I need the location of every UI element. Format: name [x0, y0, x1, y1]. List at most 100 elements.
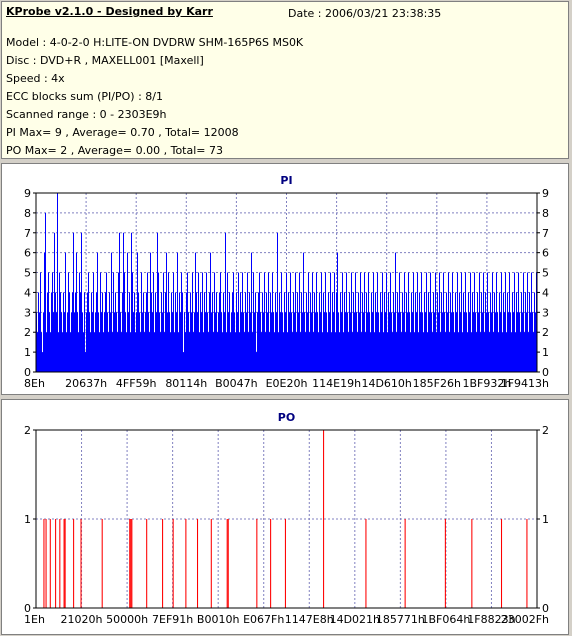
pi-bar: [234, 312, 235, 372]
pi-bar: [90, 332, 91, 372]
pi-bar: [410, 332, 411, 372]
pi-bar: [80, 292, 81, 372]
pi-bar: [364, 272, 365, 372]
pi-bar: [298, 312, 299, 372]
pi-bar: [213, 332, 214, 372]
po-bar: [210, 519, 212, 608]
pi-bar: [533, 332, 534, 372]
pi-bar: [75, 292, 76, 372]
pi-bar: [144, 332, 145, 372]
po-xtick: 1BF064h: [421, 613, 470, 626]
pi-bar: [400, 312, 401, 372]
po-ytick-left: 2: [24, 424, 31, 437]
pi-ytick-right: 5: [542, 267, 549, 280]
pi-bar: [54, 232, 55, 372]
pi-ytick-right: 4: [542, 286, 549, 299]
pi-bar: [458, 332, 459, 372]
pi-bar: [477, 292, 478, 372]
po-chart-title: PO: [278, 411, 295, 424]
pi-bar: [219, 292, 220, 372]
pi-bar: [503, 292, 504, 372]
pi-bar: [435, 272, 436, 372]
pi-bar: [295, 272, 296, 372]
pi-bar: [426, 272, 427, 372]
pi-bar: [124, 272, 125, 372]
pi-bar: [186, 292, 187, 372]
pi-bar: [280, 312, 281, 372]
pi-bar: [115, 292, 116, 372]
pi-bar: [196, 292, 197, 372]
pi-bar: [239, 332, 240, 372]
pi-bar: [316, 272, 317, 372]
range-line: Scanned range : 0 - 2303E9h: [6, 108, 167, 121]
pi-bar: [340, 292, 341, 372]
pi-bar: [232, 292, 233, 372]
pi-bar: [304, 312, 305, 372]
pi-bar: [230, 332, 231, 372]
pi-bar: [49, 312, 50, 372]
pi-bar: [495, 312, 496, 372]
pi-bar: [159, 312, 160, 372]
pi-bar: [289, 312, 290, 372]
pi-bar: [293, 292, 294, 372]
pi-bar: [71, 312, 72, 372]
pi-bar: [188, 312, 189, 372]
po-bar: [131, 519, 133, 608]
pi-bar: [490, 292, 491, 372]
po-chart-panel: PO 0 0 1 1 2 2 1Eh 21020h 50000h 7EF91h B0010h E067F…: [1, 399, 569, 635]
pi-bar: [391, 312, 392, 372]
pi-bar: [453, 312, 454, 372]
pi-bar: [433, 292, 434, 372]
pi-bar: [259, 272, 260, 372]
pi-bar: [281, 272, 282, 372]
pi-bar: [79, 272, 80, 372]
pi-bar: [344, 292, 345, 372]
po-bar: [471, 519, 473, 608]
pi-bar: [69, 292, 70, 372]
pi-bar: [249, 292, 250, 372]
pi-bar: [328, 292, 329, 372]
pi-bar: [170, 332, 171, 372]
pi-bar: [372, 312, 373, 372]
pi-bar: [265, 332, 266, 372]
pi-bar: [48, 272, 49, 372]
pi-bar: [527, 272, 528, 372]
pi-bar: [255, 292, 256, 372]
info-panel: KProbe v2.1.0 - Designed by Karr Date : …: [1, 1, 569, 159]
pi-bar: [193, 332, 194, 372]
pi-bar: [208, 332, 209, 372]
pi-bar: [395, 252, 396, 372]
pi-bar: [529, 292, 530, 372]
pi-bar: [197, 312, 198, 372]
pi-bar: [218, 312, 219, 372]
pi-bar: [261, 332, 262, 372]
pi-bar: [154, 332, 155, 372]
pi-bar: [237, 312, 238, 372]
pi-bar: [333, 312, 334, 372]
pi-bar: [61, 312, 62, 372]
pi-bar: [399, 272, 400, 372]
pi-bar: [165, 292, 166, 372]
pi-bar: [126, 332, 127, 372]
pi-bar: [505, 272, 506, 372]
pi-chart-title: PI: [280, 174, 292, 187]
pi-bar: [389, 312, 390, 372]
pi-bar: [98, 312, 99, 372]
pi-bar: [64, 312, 65, 372]
pi-ytick-right: 3: [542, 306, 549, 319]
pi-xtick: 4FF59h: [116, 377, 157, 390]
pi-bar: [243, 312, 244, 372]
pi-bar: [274, 332, 275, 372]
pi-bar: [479, 272, 480, 372]
pi-bar: [264, 272, 265, 372]
pi-bar: [382, 272, 383, 372]
pi-bar: [286, 272, 287, 372]
pi-bar: [123, 232, 124, 372]
pi-bar: [508, 312, 509, 372]
pi-bar: [113, 272, 114, 372]
pi-bar: [330, 272, 331, 372]
po-chart: PO 0 0 1 1 2 2 1Eh 21020h 50000h 7EF91h B0010h E067F…: [24, 411, 549, 626]
pi-ytick-right: 9: [542, 187, 549, 200]
pi-bar: [241, 312, 242, 372]
pi-bar: [195, 252, 196, 372]
